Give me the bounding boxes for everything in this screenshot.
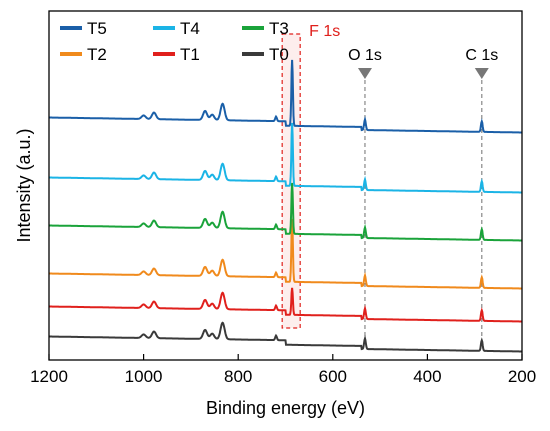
- x-tick-label: 400: [413, 367, 441, 386]
- x-tick-label: 600: [319, 367, 347, 386]
- plot-frame: [48, 10, 523, 361]
- x-tick-label: 200: [508, 367, 536, 386]
- series-line-t5: [49, 59, 522, 134]
- series-line-t2: [49, 218, 522, 290]
- legend-label-t5: T5: [87, 19, 107, 38]
- series-line-t1: [49, 287, 522, 323]
- peak-marker: [474, 68, 489, 79]
- series-line-t0: [49, 321, 522, 353]
- y-axis-title: Intensity (a.u.): [14, 128, 34, 242]
- legend-label-t0: T0: [269, 45, 289, 64]
- x-tick-label: 800: [224, 367, 252, 386]
- peak-label: C 1s: [465, 47, 498, 64]
- x-tick-label: 1200: [30, 367, 68, 386]
- f1s-label: F 1s: [309, 23, 340, 40]
- legend-label-t2: T2: [87, 45, 107, 64]
- legend-label-t4: T4: [180, 19, 200, 38]
- peak-label: O 1s: [348, 47, 382, 64]
- series-line-t3: [49, 182, 522, 242]
- x-axis-title: Binding energy (eV): [206, 398, 365, 418]
- peak-marker: [357, 68, 372, 79]
- x-tick-label: 1000: [125, 367, 163, 386]
- legend-label-t1: T1: [180, 45, 200, 64]
- series-line-t4: [49, 122, 522, 194]
- legend-label-t3: T3: [269, 19, 289, 38]
